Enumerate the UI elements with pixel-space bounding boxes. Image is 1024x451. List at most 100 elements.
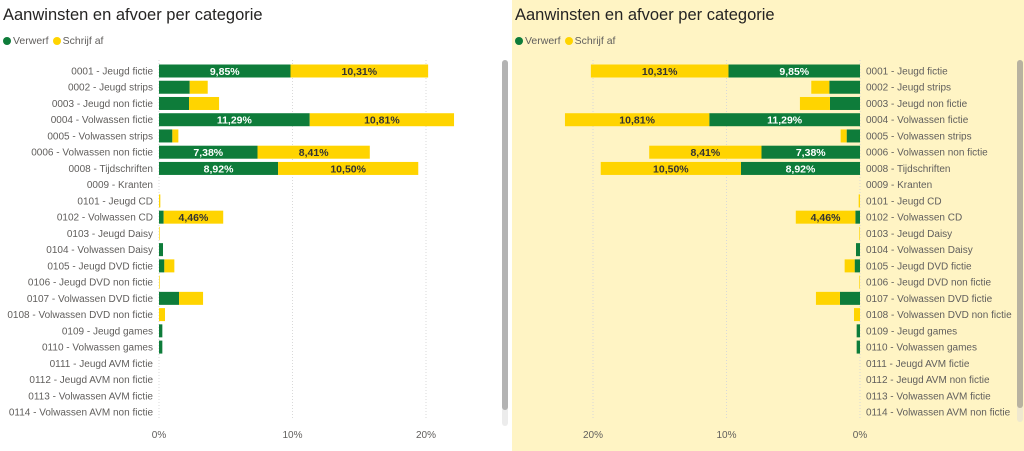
category-label: 0008 - Tijdschriften [866, 164, 951, 175]
bar-schrijf-af[interactable] [859, 275, 860, 289]
chart-title: Aanwinsten en afvoer per categorie [515, 6, 775, 24]
bar-schrijf-af[interactable] [564, 113, 710, 127]
bar-schrijf-af[interactable] [159, 194, 161, 208]
bar-verwerf[interactable] [159, 210, 164, 224]
bar-schrijf-af[interactable] [189, 96, 220, 110]
category-label: 0005 - Volwassen strips [866, 131, 972, 142]
bar-verwerf[interactable] [159, 80, 190, 94]
x-tick-label: 0% [152, 430, 167, 441]
category-label: 0108 - Volwassen DVD non fictie [866, 310, 1012, 321]
category-label: 0003 - Jeugd non fictie [866, 99, 968, 110]
category-label: 0113 - Volwassen AVM fictie [866, 391, 991, 402]
bar-verwerf[interactable] [159, 96, 190, 110]
bar-schrijf-af[interactable] [164, 259, 175, 273]
x-tick-label: 20% [416, 430, 436, 441]
bar-verwerf[interactable] [159, 259, 165, 273]
x-tick-label: 10% [716, 430, 736, 441]
bar-schrijf-af[interactable] [159, 275, 160, 289]
category-label: 0102 - Volwassen CD [57, 213, 153, 224]
bar-verwerf[interactable] [709, 113, 860, 127]
category-label: 0107 - Volwassen DVD fictie [27, 294, 154, 305]
bar-verwerf[interactable] [854, 259, 860, 273]
x-tick-label: 10% [282, 430, 302, 441]
legend-item-schrijf-af[interactable]: Schrijf af [564, 35, 615, 47]
chart-panel-left: Aanwinsten en afvoer per categorie Verwe… [3, 6, 508, 441]
category-label: 0108 - Volwassen DVD non fictie [7, 310, 153, 321]
bar-schrijf-af[interactable] [840, 129, 847, 143]
bar-verwerf[interactable] [855, 243, 860, 257]
bar-verwerf[interactable] [159, 243, 164, 257]
category-label: 0004 - Volwassen fictie [866, 115, 969, 126]
bar-schrijf-af[interactable] [290, 64, 429, 78]
category-label: 0009 - Kranten [87, 180, 153, 191]
category-label: 0008 - Tijdschriften [69, 164, 154, 175]
bar-schrijf-af[interactable] [649, 145, 762, 159]
legend-item-verwerf[interactable]: Verwerf [515, 35, 561, 47]
bar-schrijf-af[interactable] [189, 80, 208, 94]
category-label: 0006 - Volwassen non fictie [866, 148, 988, 159]
category-label: 0102 - Volwassen CD [866, 213, 962, 224]
scrollbar-thumb[interactable] [502, 60, 508, 410]
bar-schrijf-af[interactable] [179, 291, 204, 305]
category-label: 0101 - Jeugd CD [77, 196, 153, 207]
category-label: 0001 - Jeugd fictie [866, 67, 948, 78]
bar-schrijf-af[interactable] [309, 113, 455, 127]
bar-verwerf[interactable] [159, 113, 310, 127]
bar-schrijf-af[interactable] [600, 161, 741, 175]
bar-verwerf[interactable] [829, 80, 860, 94]
bar-verwerf[interactable] [728, 64, 860, 78]
bar-verwerf[interactable] [159, 161, 279, 175]
bar-verwerf[interactable] [159, 324, 163, 338]
category-label: 0106 - Jeugd DVD non fictie [28, 278, 154, 289]
bar-verwerf[interactable] [856, 324, 860, 338]
bar-verwerf[interactable] [159, 129, 173, 143]
category-label: 0112 - Jeugd AVM non fictie [29, 375, 153, 386]
bar-verwerf[interactable] [855, 210, 860, 224]
bar-verwerf[interactable] [159, 340, 163, 354]
category-label: 0109 - Jeugd games [62, 326, 153, 337]
legend-item-schrijf-af[interactable]: Schrijf af [52, 35, 104, 47]
data-label-verwerf: 7,38% [796, 147, 826, 159]
bar-schrijf-af[interactable] [799, 96, 830, 110]
category-label: 0114 - Volwassen AVM non fictie [866, 408, 1011, 419]
bar-schrijf-af[interactable] [844, 259, 855, 273]
legend-label: Schrijf af [62, 35, 104, 47]
bar-verwerf[interactable] [159, 64, 291, 78]
bar-schrijf-af[interactable] [795, 210, 856, 224]
bar-schrijf-af[interactable] [257, 145, 370, 159]
category-label: 0105 - Jeugd DVD fictie [47, 261, 153, 272]
bar-verwerf[interactable] [159, 291, 180, 305]
scrollbar-thumb[interactable] [1017, 60, 1023, 408]
bar-schrijf-af[interactable] [811, 80, 830, 94]
bar-schrijf-af[interactable] [590, 64, 729, 78]
category-label: 0109 - Jeugd games [866, 326, 957, 337]
bar-verwerf[interactable] [159, 145, 258, 159]
bar-schrijf-af[interactable] [159, 226, 160, 240]
category-label: 0002 - Jeugd strips [866, 83, 951, 94]
legend-item-verwerf[interactable]: Verwerf [3, 35, 49, 47]
bar-schrijf-af[interactable] [859, 226, 860, 240]
bar-schrijf-af[interactable] [278, 161, 419, 175]
bar-verwerf[interactable] [740, 161, 860, 175]
bar-schrijf-af[interactable] [853, 308, 860, 322]
bar-verwerf[interactable] [761, 145, 860, 159]
bar-verwerf[interactable] [829, 96, 860, 110]
data-label-verwerf: 11,29% [767, 115, 803, 127]
category-label: 0002 - Jeugd strips [68, 83, 153, 94]
bar-schrijf-af[interactable] [163, 210, 224, 224]
category-label: 0103 - Jeugd Daisy [866, 229, 952, 240]
bar-verwerf[interactable] [839, 291, 860, 305]
data-label-schrijf-af: 8,41% [299, 147, 329, 159]
category-label: 0101 - Jeugd CD [866, 196, 942, 207]
data-label-verwerf: 8,92% [204, 163, 234, 175]
category-label: 0110 - Volwassen games [866, 343, 977, 354]
bar-schrijf-af[interactable] [858, 194, 860, 208]
bar-schrijf-af[interactable] [159, 308, 166, 322]
bar-verwerf[interactable] [846, 129, 860, 143]
chart-legend: Verwerf Schrijf af [515, 35, 619, 47]
bar-schrijf-af[interactable] [815, 291, 840, 305]
legend-label: Verwerf [525, 35, 561, 47]
bar-schrijf-af[interactable] [172, 129, 179, 143]
data-label-schrijf-af: 10,81% [619, 115, 655, 127]
bar-verwerf[interactable] [856, 340, 860, 354]
